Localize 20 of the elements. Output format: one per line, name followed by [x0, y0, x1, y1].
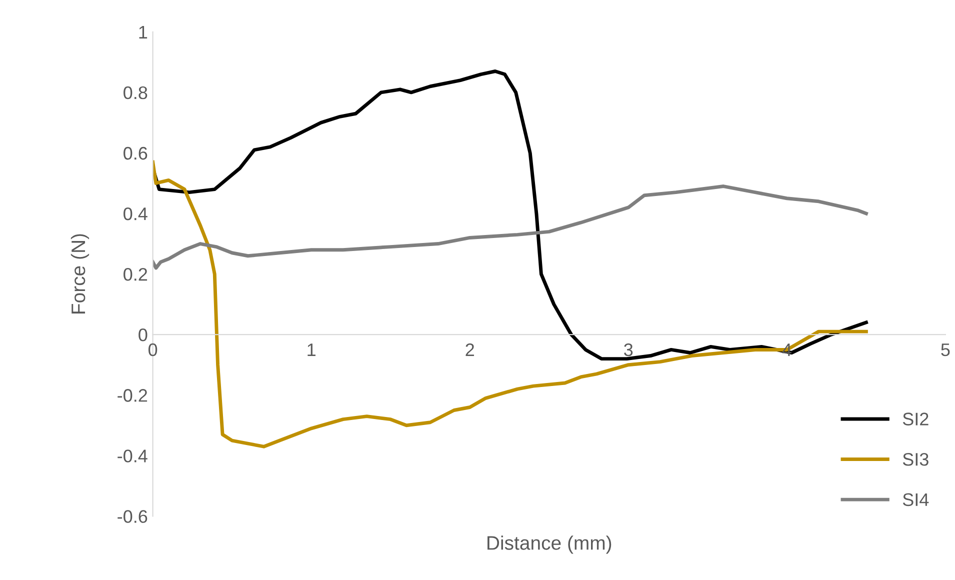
y-tick-label: -0.4 — [118, 450, 148, 462]
line-series — [152, 184, 868, 270]
y-tick-label: 0.2 — [124, 268, 148, 281]
y-axis-title: Force (N) — [70, 234, 90, 314]
legend-label: SI2 — [902, 412, 928, 426]
legend-label: SI3 — [902, 452, 928, 466]
x-tick-label: 0 — [148, 343, 158, 356]
x-tick-label: 3 — [624, 343, 633, 356]
y-tick-label: 1 — [139, 26, 148, 38]
y-tick-label: -0.6 — [118, 510, 148, 523]
x-tick-label: 5 — [941, 344, 950, 356]
y-tick-label: 0 — [138, 328, 148, 342]
y-tick-label: 0.6 — [124, 146, 148, 160]
x-tick-label: 2 — [466, 343, 474, 356]
x-tick-label: 1 — [308, 344, 316, 356]
y-tick-label: -0.2 — [118, 389, 148, 402]
legend-label: SI4 — [902, 493, 929, 506]
y-tick-label: 0.4 — [124, 207, 148, 220]
y-tick-label: 0.8 — [124, 86, 148, 100]
x-axis-title: Distance (mm) — [488, 536, 612, 554]
